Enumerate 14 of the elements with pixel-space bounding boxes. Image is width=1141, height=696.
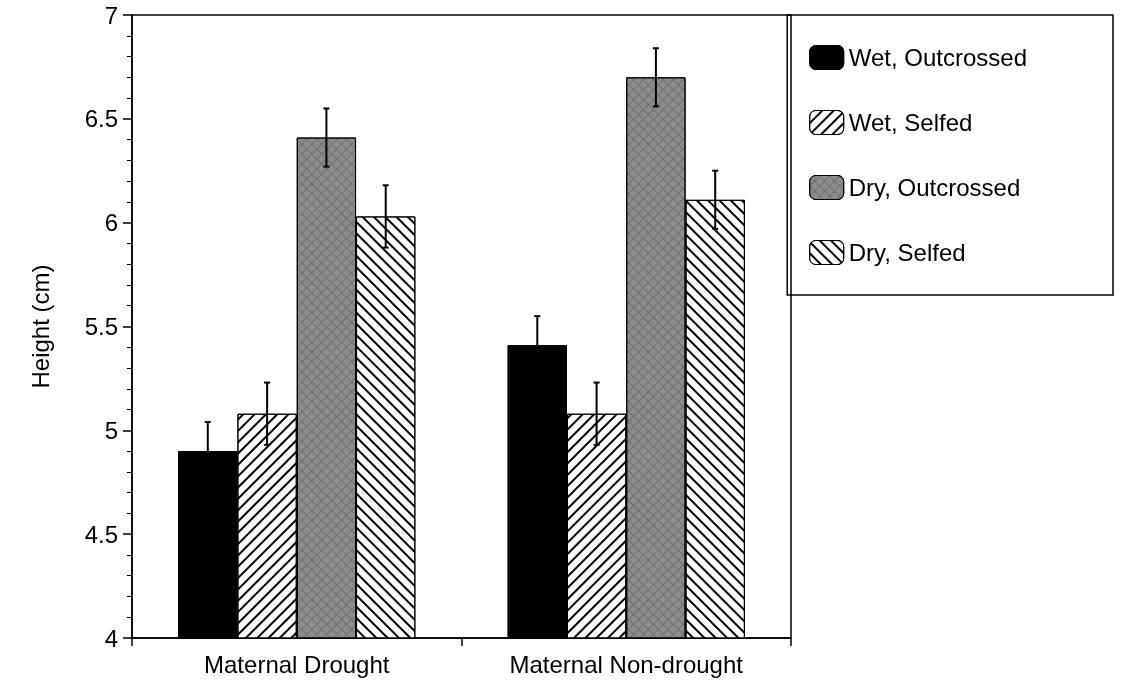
- y-tick-label: 5.5: [84, 313, 118, 340]
- legend-label: Dry, Outcrossed: [848, 174, 1021, 201]
- x-tick-label: Maternal Non-drought: [509, 650, 744, 678]
- legend-label: Wet, Outcrossed: [848, 44, 1028, 71]
- x-tick-label: Maternal Drought: [204, 650, 390, 678]
- y-tick-label: 6: [104, 209, 118, 237]
- legend-label: Wet, Selfed: [848, 109, 973, 136]
- y-tick-label: 6.5: [84, 105, 118, 133]
- y-tick-label: 4.5: [84, 520, 118, 548]
- y-tick-label: 7: [104, 1, 118, 29]
- y-tick-label: 5: [104, 416, 118, 444]
- y-tick-label: 4: [104, 624, 118, 652]
- legend-label: Dry, Selfed: [848, 239, 966, 266]
- y-axis-title: Height (cm): [26, 264, 54, 389]
